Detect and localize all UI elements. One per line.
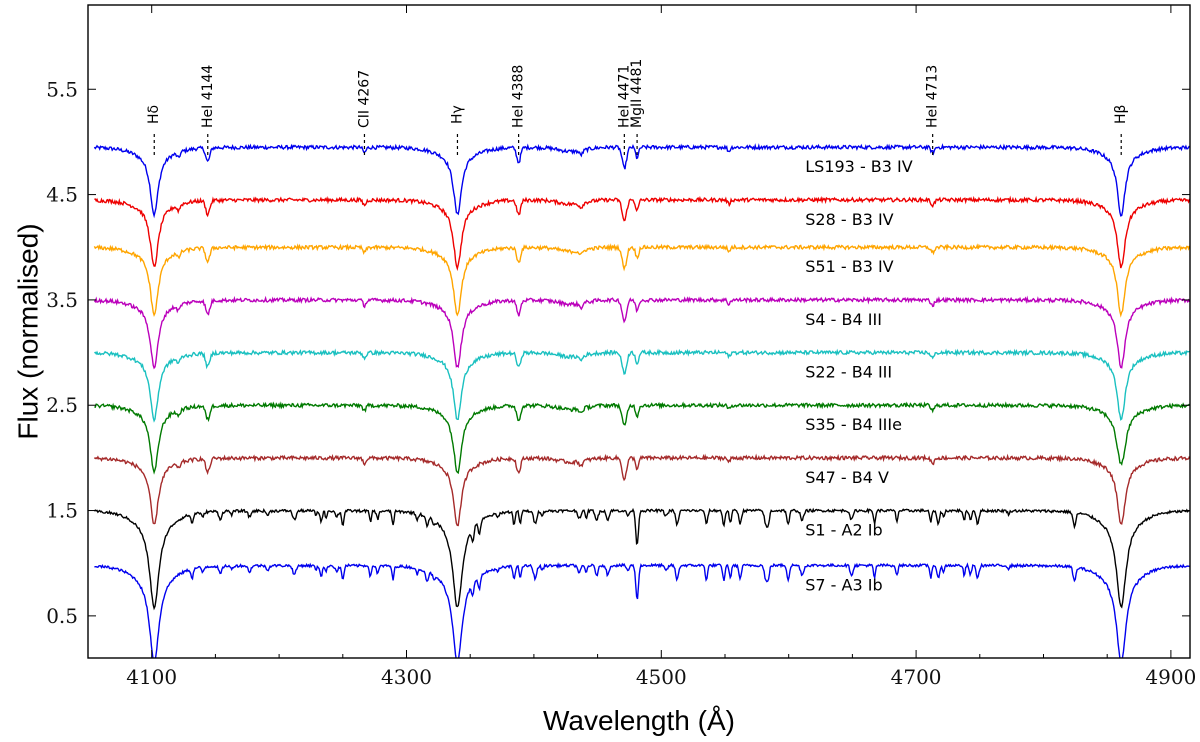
series-label-6: S47 - B4 V	[805, 468, 889, 487]
spectrum-line-0	[93, 143, 1190, 219]
line-id-label-1: HeI 4144	[200, 65, 216, 128]
line-id-label-0: Hδ	[146, 105, 162, 124]
line-id-label-2: CII 4267	[356, 70, 372, 128]
line-id-label-5: HeI 4471	[616, 65, 632, 128]
spectrum-line-4	[94, 348, 1190, 423]
y-tick-label-1: 1.5	[46, 499, 78, 523]
x-tick-label-2: 4500	[636, 665, 687, 689]
line-id-label-3: Hγ	[449, 105, 465, 124]
series-label-1: S28 - B3 IV	[805, 210, 893, 229]
series-label-7: S1 - A2 Ib	[805, 521, 882, 540]
spectrum-line-7	[93, 507, 1190, 611]
y-axis-title: Flux (normalised)	[13, 223, 44, 439]
line-id-label-7: HeI 4713	[925, 65, 941, 128]
line-id-label-8: Hβ	[1113, 105, 1129, 124]
spectrum-line-5	[94, 401, 1190, 475]
x-axis-title: Wavelength (Å)	[543, 705, 735, 736]
spectrum-line-2	[93, 243, 1190, 318]
line-id-label-4: HeI 4388	[511, 65, 527, 128]
series-label-0: LS193 - B3 IV	[805, 157, 913, 176]
line-id-label-6: MgII 4481	[629, 59, 645, 128]
series-label-2: S51 - B3 IV	[805, 257, 893, 276]
series-label-8: S7 - A3 Ib	[805, 575, 882, 594]
series-label-3: S4 - B4 III	[805, 310, 882, 329]
spectrum-line-1	[94, 195, 1190, 272]
series-label-5: S35 - B4 IIIe	[805, 415, 902, 434]
y-tick-label-2: 2.5	[46, 393, 78, 417]
y-tick-label-3: 3.5	[46, 288, 78, 312]
plot-frame	[87, 4, 1191, 659]
spectrum-line-8	[94, 562, 1190, 658]
spectrum-line-3	[93, 295, 1190, 370]
series-label-4: S22 - B4 III	[805, 363, 892, 382]
x-tick-label-3: 4700	[891, 665, 942, 689]
x-tick-label-0: 4100	[126, 665, 177, 689]
y-tick-label-0: 0.5	[46, 604, 78, 628]
x-tick-label-1: 4300	[381, 665, 432, 689]
y-tick-label-5: 5.5	[46, 77, 78, 101]
y-tick-label-4: 4.5	[46, 183, 78, 207]
x-tick-label-4: 4900	[1145, 665, 1196, 689]
spectrum-line-6	[93, 453, 1190, 527]
